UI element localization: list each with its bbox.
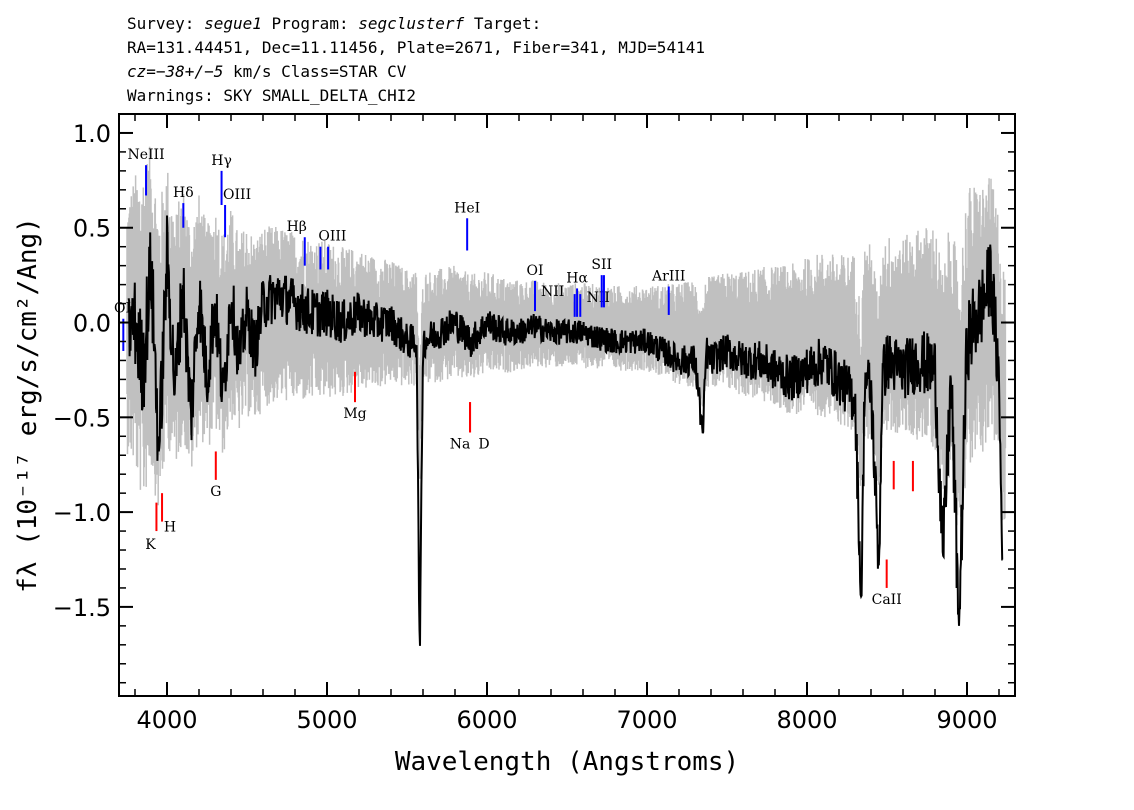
x-tick-label-4: 8000 <box>776 706 837 734</box>
line-label-2: Hγ <box>211 153 232 169</box>
line-label-17: H <box>164 520 176 536</box>
line-label-18: G <box>210 484 221 500</box>
survey-label: Survey: <box>127 14 195 33</box>
y-axis-title: fλ (10⁻¹⁷ erg/s/cm²/Ang) <box>13 217 43 593</box>
line-label-3: OIII <box>223 187 251 203</box>
y-tick-label-4: −1.0 <box>53 499 111 527</box>
line-label-0: NeIII <box>127 147 164 163</box>
line-label-8: OI <box>526 263 543 279</box>
line-label-11: NII <box>587 290 610 306</box>
line-label-7: HeI <box>454 200 480 216</box>
x-tick-label-5: 9000 <box>936 706 997 734</box>
plot-frame-rect <box>118 113 1016 697</box>
line-label-9: NII <box>541 284 564 300</box>
line-label-16: K <box>145 537 156 553</box>
x-tick-label-2: 6000 <box>456 706 517 734</box>
x-tick-label-3: 7000 <box>616 706 677 734</box>
line-label-14: ArIII <box>651 269 685 285</box>
survey-value: segue1 <box>204 14 262 33</box>
emission-absorption-lines: NeIIIHδHγOIIIHβOIIIHeIOINIIHαNIISIIArIII… <box>114 147 914 608</box>
header-line-coordinates: RA=131.44451, Dec=11.11456, Plate=2671, … <box>127 38 705 57</box>
line-label-19: Mg <box>343 406 366 422</box>
x-tick-label-1: 5000 <box>296 706 357 734</box>
y-tick-label-1: 0.5 <box>73 215 111 243</box>
flux-series <box>127 215 1004 646</box>
line-label-4: Hβ <box>287 219 307 235</box>
program-label: Program: <box>271 14 349 33</box>
line-label-21: D <box>478 436 489 452</box>
plot-frame <box>118 113 1016 697</box>
program-value: segclusterf <box>358 14 465 33</box>
y-tick-label-0: 1.0 <box>73 120 111 148</box>
y-tick-label-3: −0.5 <box>53 404 111 432</box>
target-label: Target: <box>473 14 542 33</box>
y-tick-label-5: −1.5 <box>53 594 111 622</box>
cz-value: cz=−38+/−5 <box>127 62 224 81</box>
class-value: km/s Class=STAR CV <box>232 62 407 81</box>
line-label-10: Hα <box>566 270 588 286</box>
axis-ticks: 4000 5000 6000 7000 8000 9000 1.0 0.5 0.0 −0.5 −1.… <box>53 114 1015 734</box>
line-label-22: CaII <box>872 592 902 608</box>
line-label-1: Hδ <box>173 185 194 201</box>
header-line-redshift: cz=−38+/−5 km/s Class=STAR CV <box>127 60 705 84</box>
y-tick-label-2: 0.0 <box>73 310 111 338</box>
line-label-20: Na <box>450 436 471 452</box>
spectrum-header: Survey: segue1 Program: segclusterf Targ… <box>127 12 705 108</box>
line-label-12: SII <box>591 257 612 273</box>
flux-path <box>127 215 1004 646</box>
header-line-warnings: Warnings: SKY SMALL_DELTA_CHI2 <box>127 86 416 105</box>
x-tick-label-0: 4000 <box>136 706 197 734</box>
line-label-5: OIII <box>318 229 346 245</box>
x-axis-title: Wavelength (Angstroms) <box>395 747 739 777</box>
header-line-survey: Survey: segue1 Program: segclusterf Targ… <box>127 12 705 36</box>
